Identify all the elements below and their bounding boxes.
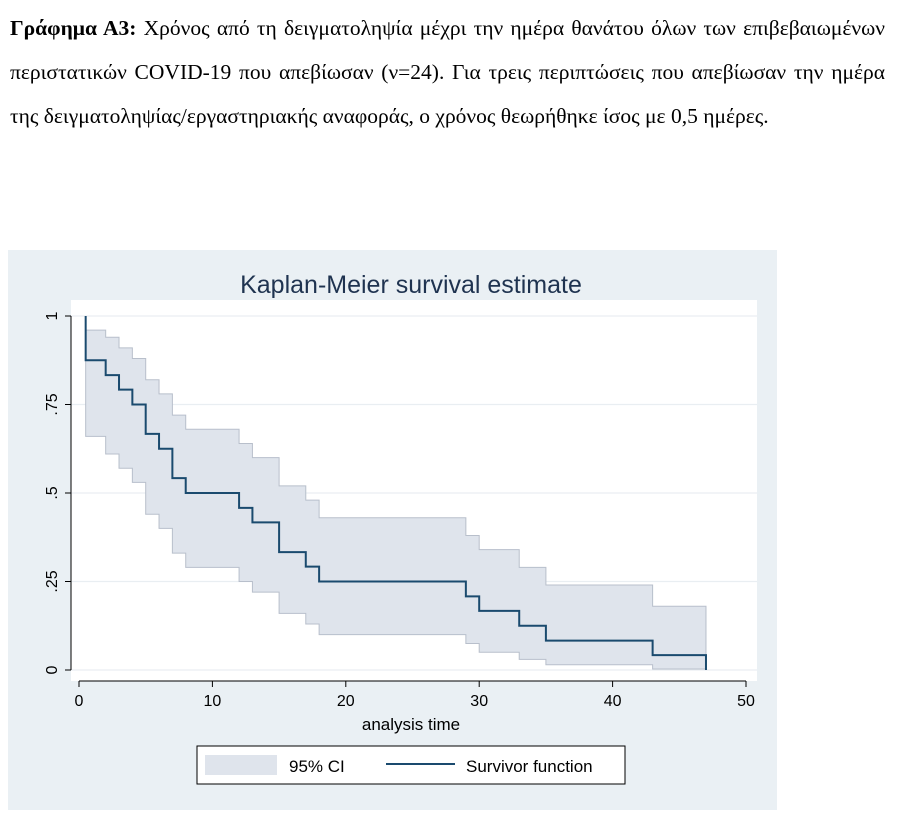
- x-axis: 0 10 20 30 40 50: [75, 680, 755, 710]
- y-tick-label-4: 1: [44, 311, 61, 320]
- chart-title: Kaplan-Meier survival estimate: [240, 271, 582, 299]
- chart-panel: Kaplan-Meier survival estimate 0 .25 .5 .75…: [8, 250, 777, 810]
- y-tick-label-3: .75: [44, 393, 61, 415]
- x-tick-label-4: 40: [604, 693, 622, 710]
- legend-ci-label: 95% CI: [289, 757, 345, 776]
- legend-survivor-label: Survivor function: [466, 757, 593, 776]
- x-tick-label-5: 50: [737, 693, 755, 710]
- ci-band-group: [85, 316, 707, 670]
- x-tick-label-0: 0: [75, 693, 84, 710]
- x-tick-label-3: 30: [470, 693, 488, 710]
- caption-text: Χρόνος από τη δειγματοληψία μέχρι την ημ…: [10, 16, 886, 128]
- x-tick-label-2: 20: [337, 693, 355, 710]
- survivor-line: [84, 316, 707, 670]
- figure-caption: Γράφημα Α3: Χρόνος από τη δειγματοληψία …: [10, 6, 885, 138]
- legend-ci-swatch: [205, 755, 277, 775]
- y-tick-label-1: .25: [44, 570, 61, 592]
- y-tick-label-0: 0: [44, 665, 61, 674]
- y-axis: 0 .25 .5 .75 1: [44, 311, 72, 674]
- y-tick-label-2: .5: [44, 486, 61, 499]
- legend: 95% CI Survivor function: [196, 745, 626, 785]
- survivor-line-group: [84, 316, 707, 670]
- km-chart: Kaplan-Meier survival estimate 0 .25 .5 .75…: [44, 271, 757, 785]
- x-tick-label-1: 10: [204, 693, 222, 710]
- ci-band: [85, 316, 707, 670]
- caption-label: Γράφημα Α3:: [10, 16, 137, 40]
- x-axis-label: analysis time: [362, 715, 460, 734]
